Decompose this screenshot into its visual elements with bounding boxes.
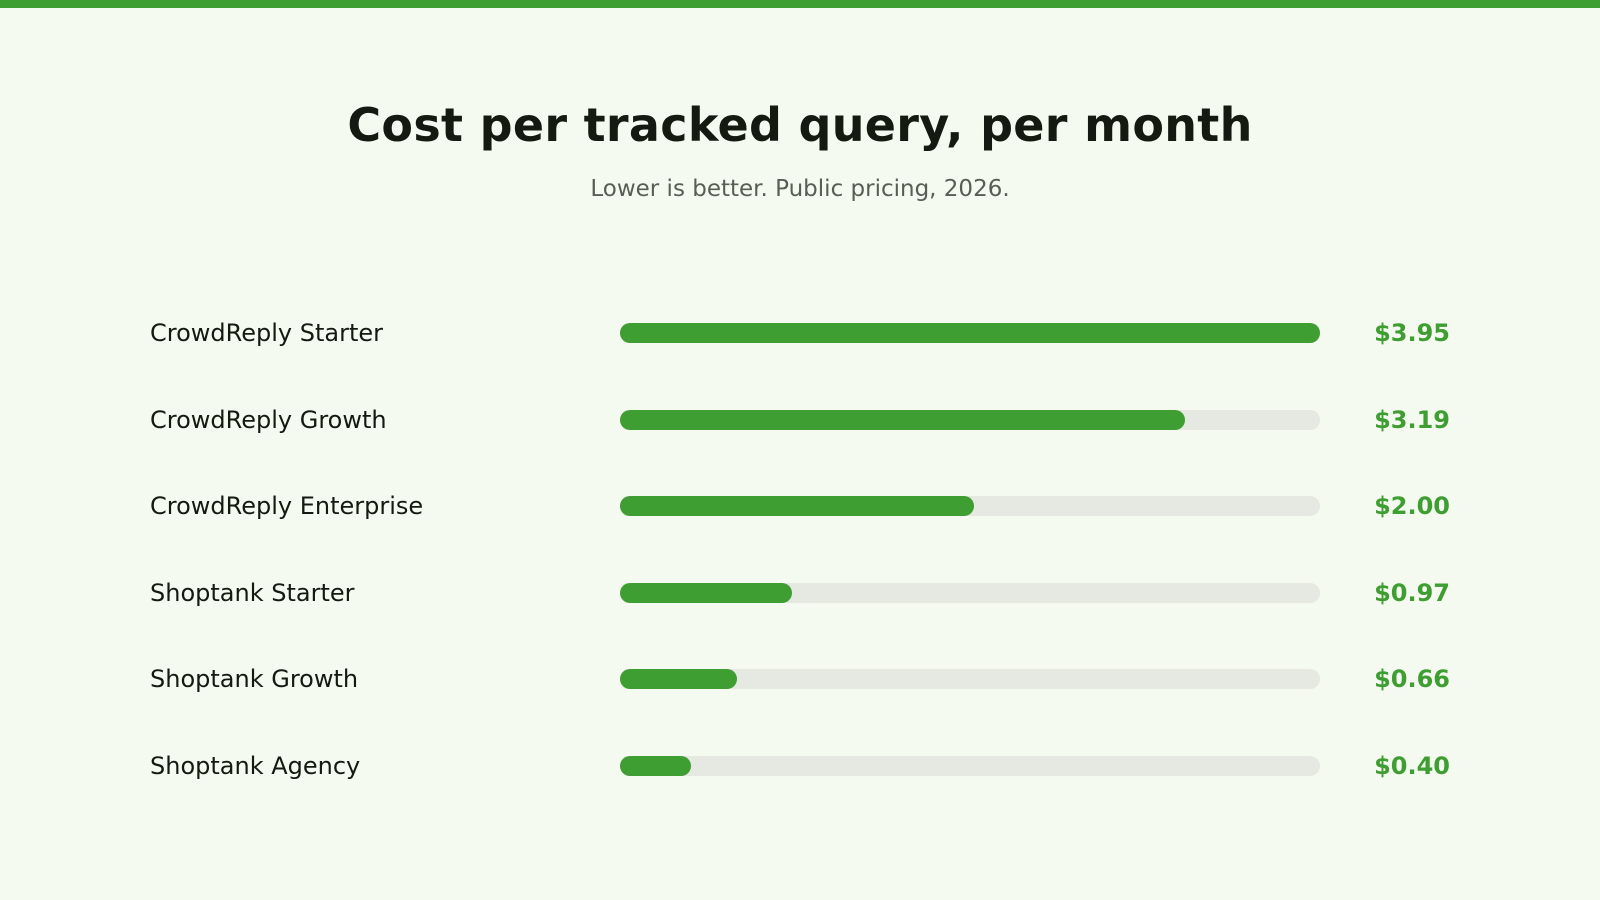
bar-label: Shoptank Agency bbox=[150, 752, 361, 780]
bar bbox=[620, 756, 691, 776]
bar-label: CrowdReply Growth bbox=[150, 406, 387, 434]
bar bbox=[620, 410, 1186, 430]
bar bbox=[620, 669, 737, 689]
bar-value-label: $0.97 bbox=[1374, 579, 1450, 607]
bar-value-label: $3.95 bbox=[1374, 319, 1450, 347]
bar-label: CrowdReply Enterprise bbox=[150, 492, 424, 520]
bar-track bbox=[620, 323, 1320, 343]
bar-value-label: $3.19 bbox=[1374, 406, 1450, 434]
bar bbox=[620, 496, 975, 516]
chart-subtitle: Lower is better. Public pricing, 2026. bbox=[590, 176, 1010, 202]
bar bbox=[620, 583, 792, 603]
bar bbox=[620, 323, 1320, 343]
bar-value-label: $0.66 bbox=[1374, 665, 1450, 693]
bar-track bbox=[620, 756, 1320, 776]
bar-row: CrowdReply Enterprise $2.00 bbox=[0, 484, 1600, 528]
bar-track bbox=[620, 583, 1320, 603]
bar-track bbox=[620, 410, 1320, 430]
bar-label: Shoptank Growth bbox=[150, 665, 359, 693]
bar-label: Shoptank Starter bbox=[150, 579, 355, 607]
bar-track bbox=[620, 496, 1320, 516]
bar-label: CrowdReply Starter bbox=[150, 319, 384, 347]
bar-row: CrowdReply Starter $3.95 bbox=[0, 311, 1600, 355]
bar-row: CrowdReply Growth $3.19 bbox=[0, 398, 1600, 442]
bar-row: Shoptank Starter $0.97 bbox=[0, 571, 1600, 615]
bar-row: Shoptank Growth $0.66 bbox=[0, 657, 1600, 701]
bar-value-label: $2.00 bbox=[1374, 492, 1450, 520]
bar-track bbox=[620, 669, 1320, 689]
bar-value-label: $0.40 bbox=[1374, 752, 1450, 780]
bar-row: Shoptank Agency $0.40 bbox=[0, 744, 1600, 788]
top-accent-bar bbox=[0, 0, 1600, 8]
chart-title: Cost per tracked query, per month bbox=[347, 98, 1253, 152]
